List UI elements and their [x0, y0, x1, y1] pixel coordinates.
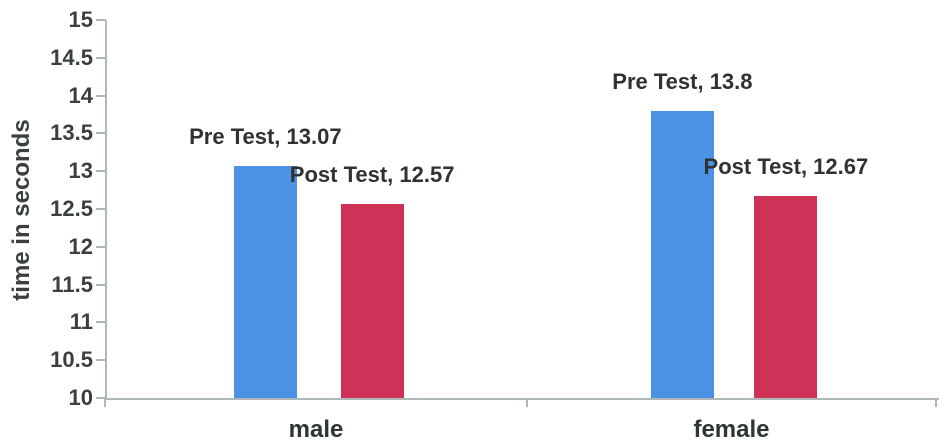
x-axis-category-label: female	[693, 416, 770, 443]
bar-value-label: Pre Test, 13.07	[189, 123, 342, 149]
y-tick-mark	[96, 283, 106, 286]
y-tick-label: 13.5	[50, 120, 93, 146]
y-tick-mark	[96, 208, 106, 210]
y-tick-mark	[96, 170, 106, 173]
y-tick-mark	[96, 56, 106, 59]
y-tick-label: 13	[68, 158, 93, 184]
y-tick-label: 12.5	[50, 196, 93, 221]
y-tick-mark	[96, 132, 106, 135]
x-tick-mark	[526, 398, 528, 407]
y-tick-mark	[96, 94, 106, 97]
y-tick-mark	[96, 359, 106, 362]
y-tick-label: 14	[68, 82, 93, 108]
y-tick-label: 15	[68, 7, 93, 32]
bar-value-label: Pre Test, 13.8	[612, 68, 753, 94]
y-tick-mark	[96, 245, 106, 248]
y-tick-mark	[96, 321, 106, 324]
x-axis-line	[105, 398, 939, 400]
y-tick-label: 10	[68, 385, 93, 410]
x-tick-mark	[935, 398, 937, 407]
y-tick-mark	[96, 397, 106, 399]
bar-post-test-male	[340, 203, 404, 398]
y-tick-label: 11.5	[51, 271, 93, 297]
bar-value-label: Post Test, 12.57	[289, 161, 455, 187]
bar-pre-test-female	[650, 110, 714, 398]
y-tick-label: 10.5	[50, 347, 93, 373]
y-axis-line	[105, 20, 107, 399]
y-tick-label: 14.5	[50, 44, 93, 70]
y-tick-mark	[96, 19, 106, 21]
bar-pre-test-male	[233, 165, 297, 398]
y-tick-label: 11	[69, 309, 93, 335]
x-tick-mark	[104, 398, 106, 407]
y-tick-label: 12	[68, 233, 93, 259]
x-axis-category-label: male	[288, 416, 344, 443]
bar-value-label: Post Test, 12.67	[703, 154, 869, 180]
bar-post-test-female	[754, 196, 818, 398]
